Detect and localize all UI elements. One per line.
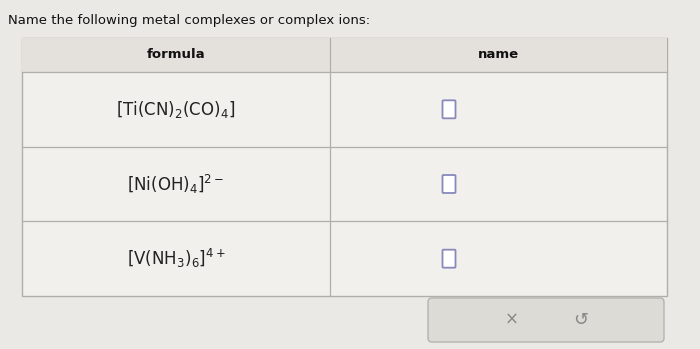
- Text: name: name: [478, 49, 519, 61]
- Text: ×: ×: [505, 311, 519, 329]
- FancyBboxPatch shape: [442, 175, 456, 193]
- Bar: [22, 38, 667, 72]
- Text: $[\mathrm{V(NH_3)_6}]^{4+}$: $[\mathrm{V(NH_3)_6}]^{4+}$: [127, 247, 225, 270]
- Text: $[\mathrm{Ni(OH)_4}]^{2-}$: $[\mathrm{Ni(OH)_4}]^{2-}$: [127, 172, 225, 195]
- Text: $[\mathrm{Ti(CN)_2(CO)_4}]$: $[\mathrm{Ti(CN)_2(CO)_4}]$: [116, 99, 236, 120]
- Text: ↺: ↺: [573, 311, 588, 329]
- FancyBboxPatch shape: [442, 100, 456, 118]
- Text: Name the following metal complexes or complex ions:: Name the following metal complexes or co…: [8, 14, 370, 27]
- FancyBboxPatch shape: [428, 298, 664, 342]
- Text: formula: formula: [147, 49, 205, 61]
- Bar: [22, 38, 667, 296]
- FancyBboxPatch shape: [442, 250, 456, 268]
